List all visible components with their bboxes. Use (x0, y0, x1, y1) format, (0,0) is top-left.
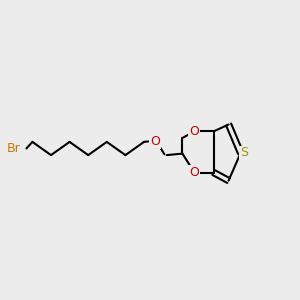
Text: O: O (190, 125, 199, 138)
Text: Br: Br (7, 142, 20, 155)
Text: S: S (240, 146, 248, 160)
Text: O: O (190, 166, 199, 179)
Text: O: O (150, 135, 160, 148)
